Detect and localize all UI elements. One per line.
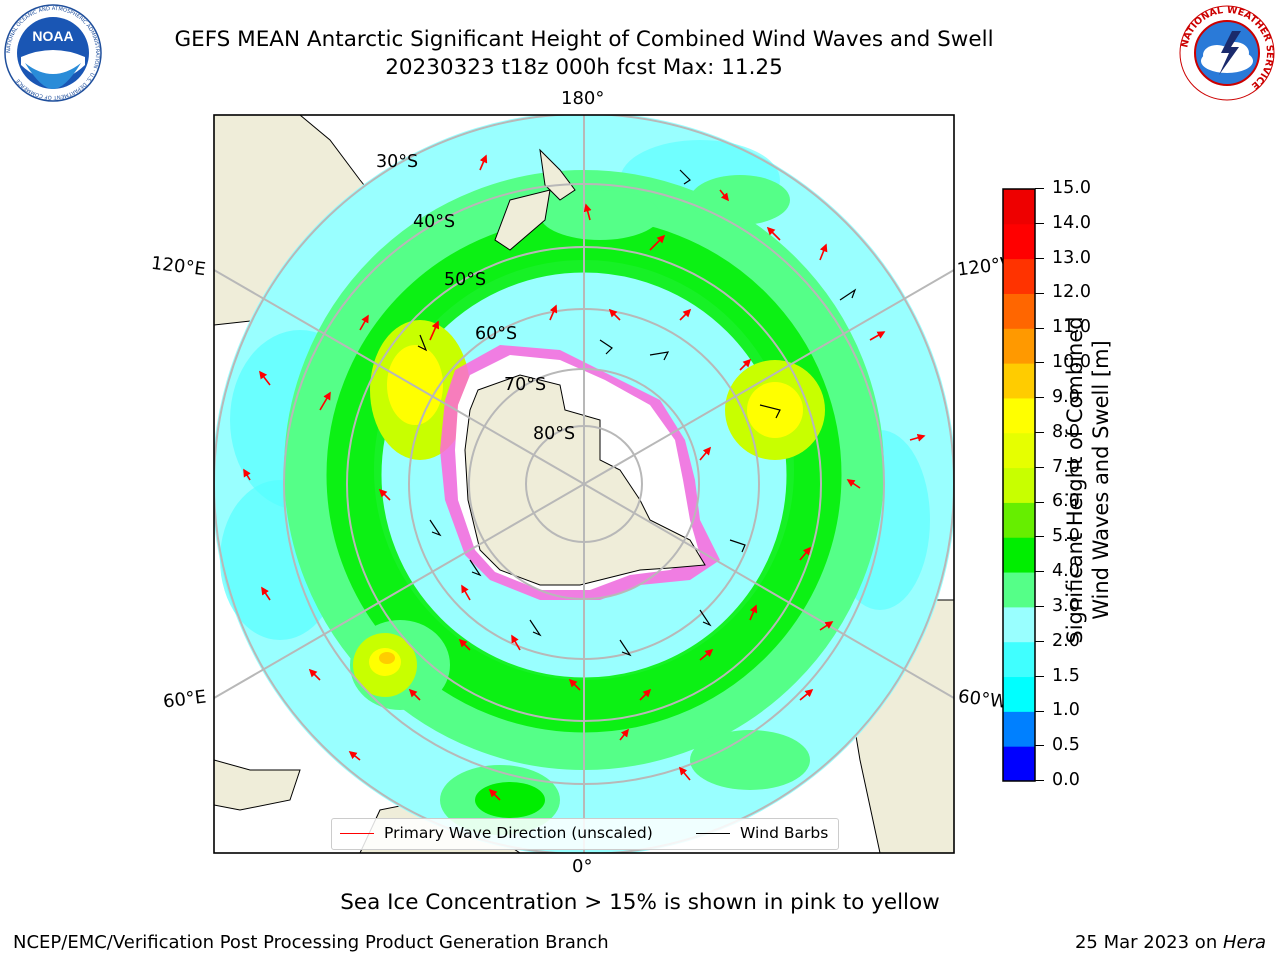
colorbar-block bbox=[1003, 328, 1035, 364]
wave-arrows bbox=[243, 154, 926, 801]
chart-subtitle: 20230323 t18z 000h fcst Max: 11.25 bbox=[385, 55, 783, 80]
colorbar-tick-mark bbox=[1035, 257, 1044, 259]
lat-label-40s: 40°S bbox=[413, 212, 456, 232]
lon-label-0: 0° bbox=[572, 856, 593, 877]
colorbar-tick-label: 15.0 bbox=[1052, 178, 1091, 198]
wind-barbs bbox=[417, 169, 857, 657]
legend-wave-label: Primary Wave Direction (unscaled) bbox=[384, 824, 653, 842]
colorbar-tick-mark bbox=[1035, 188, 1044, 190]
colorbar-block bbox=[1003, 223, 1035, 260]
colorbar-tick-mark bbox=[1035, 606, 1044, 608]
colorbar-tick-mark bbox=[1035, 223, 1044, 225]
colorbar-tick-label: 12.0 bbox=[1052, 282, 1091, 303]
sea-ice-note: Sea Ice Concentration > 15% is shown in … bbox=[340, 890, 940, 915]
chart-title: GEFS MEAN Antarctic Significant Height o… bbox=[174, 27, 994, 52]
colorbar-tick-mark bbox=[1035, 536, 1044, 538]
colorbar-tick-mark bbox=[1035, 397, 1044, 399]
footer-credit: NCEP/EMC/Verification Post Processing Pr… bbox=[13, 932, 609, 953]
legend-item-wave-direction: Primary Wave Direction (unscaled) bbox=[340, 824, 653, 842]
legend-wave-swatch bbox=[340, 832, 374, 834]
lat-label-50s: 50°S bbox=[444, 270, 487, 290]
map-legend: Primary Wave Direction (unscaled) Wind B… bbox=[331, 818, 839, 850]
colorbar-tick-label: 14.0 bbox=[1052, 212, 1091, 233]
legend-barb-swatch bbox=[696, 832, 730, 834]
colorbar-tick-mark bbox=[1035, 780, 1044, 782]
lat-label-60s: 60°S bbox=[475, 324, 518, 344]
colorbar-tick-mark bbox=[1035, 571, 1044, 573]
lon-label-180: 180° bbox=[561, 88, 605, 109]
colorbar-tick-mark bbox=[1035, 466, 1044, 468]
colorbar-block bbox=[1003, 397, 1035, 434]
lat-label-80s: 80°S bbox=[533, 424, 576, 444]
colorbar-tick-mark bbox=[1035, 362, 1044, 364]
legend-item-wind-barbs: Wind Barbs bbox=[696, 824, 828, 842]
colorbar-label: Significant Height of Combined Wind Wave… bbox=[1063, 316, 1113, 644]
colorbar-tick-mark bbox=[1035, 710, 1044, 712]
lat-label-70s: 70°S bbox=[504, 375, 547, 395]
colorbar-tick-mark bbox=[1035, 745, 1044, 747]
colorbar-tick-mark bbox=[1035, 501, 1044, 503]
noaa-logo-text: NOAA bbox=[32, 28, 73, 44]
colorbar bbox=[1002, 188, 1036, 782]
colorbar-block bbox=[1003, 606, 1035, 643]
colorbar-block bbox=[1003, 502, 1035, 538]
colorbar-tick-label: 9.0 bbox=[1052, 386, 1080, 407]
colorbar-tick-label: 8.0 bbox=[1052, 421, 1080, 442]
colorbar-tick-label: 1.0 bbox=[1052, 700, 1080, 721]
colorbar-tick-label: 4.0 bbox=[1052, 561, 1080, 582]
colorbar-tick-label: 0.5 bbox=[1052, 735, 1080, 756]
colorbar-tick-label: 5.0 bbox=[1052, 526, 1080, 547]
colorbar-tick-label: 11.0 bbox=[1052, 317, 1091, 338]
noaa-logo: NOAA NATIONAL OCEANIC AND ATMOSPHERIC AD… bbox=[4, 4, 102, 102]
colorbar-block bbox=[1003, 641, 1035, 678]
colorbar-tick-label: 2.0 bbox=[1052, 630, 1080, 651]
colorbar-block bbox=[1003, 363, 1035, 399]
footer-date: 25 Mar 2023 on Hera bbox=[1074, 932, 1266, 953]
colorbar-block bbox=[1003, 572, 1035, 608]
nws-logo: NATIONAL WEATHER SERVICE bbox=[1179, 5, 1275, 101]
colorbar-block bbox=[1003, 293, 1035, 329]
colorbar-tick-label: 7.0 bbox=[1052, 456, 1080, 477]
colorbar-tick-mark bbox=[1035, 640, 1044, 642]
madagascar-land bbox=[214, 759, 301, 811]
colorbar-tick-label: 1.5 bbox=[1052, 665, 1080, 686]
colorbar-tick-label: 6.0 bbox=[1052, 491, 1080, 512]
colorbar-block bbox=[1003, 711, 1035, 747]
colorbar-tick-mark bbox=[1035, 675, 1044, 677]
map-frame bbox=[213, 114, 955, 854]
colorbar-block bbox=[1003, 676, 1035, 712]
colorbar-block bbox=[1003, 258, 1035, 294]
colorbar-tick-label: 10.0 bbox=[1052, 352, 1091, 373]
colorbar-block bbox=[1003, 189, 1035, 225]
lat-label-30s: 30°S bbox=[376, 152, 419, 172]
colorbar-tick-mark bbox=[1035, 432, 1044, 433]
colorbar-tick-mark bbox=[1035, 327, 1044, 329]
legend-barb-label: Wind Barbs bbox=[740, 824, 829, 842]
colorbar-block bbox=[1003, 467, 1035, 503]
colorbar-tick-label: 0.0 bbox=[1052, 770, 1080, 790]
colorbar-tick-mark bbox=[1035, 292, 1044, 294]
colorbar-tick-label: 3.0 bbox=[1052, 595, 1080, 616]
colorbar-block bbox=[1003, 537, 1035, 573]
colorbar-tick-label: 13.0 bbox=[1052, 247, 1091, 268]
colorbar-block bbox=[1003, 432, 1035, 469]
colorbar-block bbox=[1003, 746, 1035, 782]
